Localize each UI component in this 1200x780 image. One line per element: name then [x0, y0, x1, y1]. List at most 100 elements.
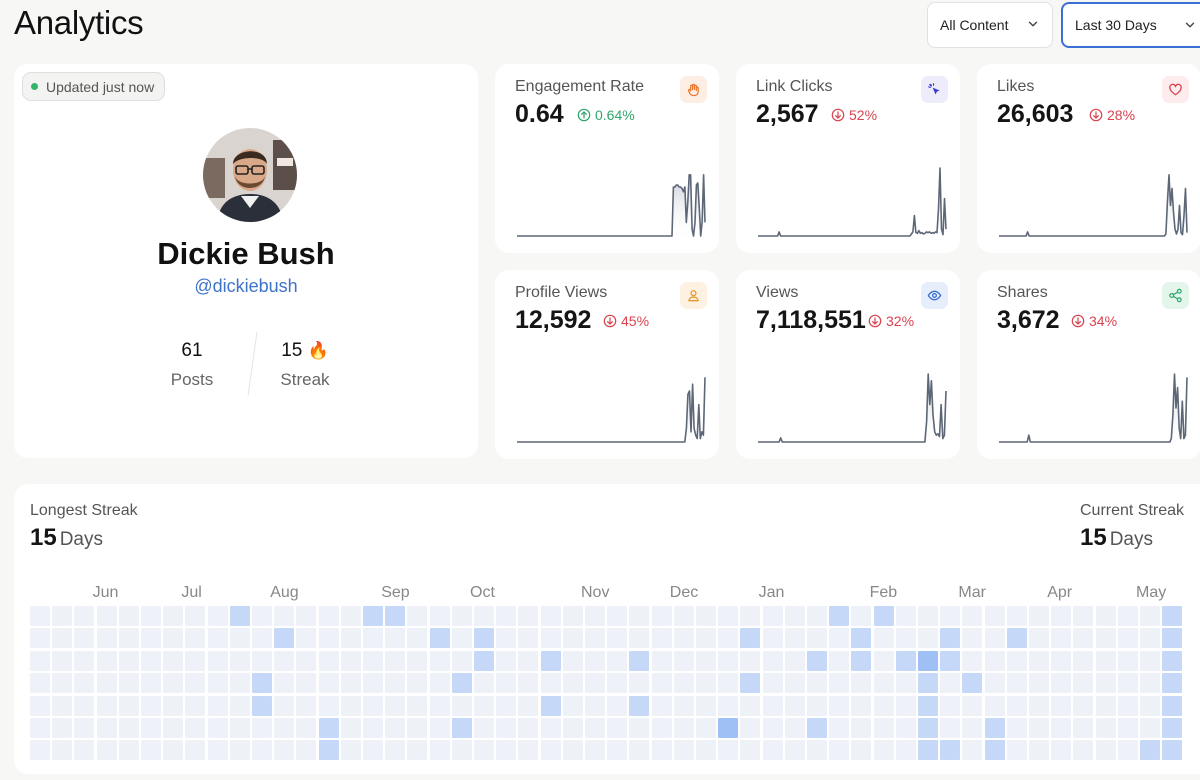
- heatmap-cell[interactable]: [585, 673, 605, 694]
- heatmap-cell[interactable]: [940, 673, 961, 694]
- heatmap-cell[interactable]: [429, 628, 450, 649]
- heatmap-cell[interactable]: [585, 650, 605, 671]
- heatmap-cell[interactable]: [74, 695, 95, 716]
- heatmap-cell[interactable]: [895, 718, 916, 738]
- heatmap-cell[interactable]: [607, 718, 628, 738]
- heatmap-cell[interactable]: [540, 606, 561, 626]
- heatmap-cell[interactable]: [585, 628, 605, 649]
- heatmap-cell[interactable]: [629, 673, 650, 694]
- heatmap-cell[interactable]: [451, 606, 472, 626]
- heatmap-cell[interactable]: [718, 695, 739, 716]
- heatmap-cell[interactable]: [762, 718, 783, 738]
- heatmap-cell[interactable]: [718, 606, 739, 626]
- heatmap-cell[interactable]: [829, 718, 850, 738]
- heatmap-cell[interactable]: [1140, 628, 1160, 649]
- heatmap-cell[interactable]: [962, 718, 983, 738]
- heatmap-cell[interactable]: [518, 628, 539, 649]
- heatmap-cell[interactable]: [696, 606, 716, 626]
- heatmap-cell[interactable]: [807, 718, 827, 738]
- heatmap-cell[interactable]: [451, 695, 472, 716]
- heatmap-cell[interactable]: [562, 695, 583, 716]
- heatmap-cell[interactable]: [340, 628, 361, 649]
- heatmap-cell[interactable]: [274, 695, 295, 716]
- heatmap-cell[interactable]: [340, 740, 361, 761]
- heatmap-cell[interactable]: [274, 740, 295, 761]
- heatmap-cell[interactable]: [141, 673, 161, 694]
- heatmap-cell[interactable]: [607, 740, 628, 761]
- heatmap-cell[interactable]: [984, 695, 1005, 716]
- heatmap-cell[interactable]: [518, 718, 539, 738]
- heatmap-cell[interactable]: [784, 650, 805, 671]
- heatmap-cell[interactable]: [274, 673, 295, 694]
- heatmap-cell[interactable]: [1095, 718, 1116, 738]
- heatmap-cell[interactable]: [340, 606, 361, 626]
- metric-card-shares[interactable]: Shares 3,672 34%: [977, 270, 1200, 459]
- content-filter-dropdown[interactable]: All Content: [927, 2, 1053, 48]
- heatmap-cell[interactable]: [585, 718, 605, 738]
- heatmap-cell[interactable]: [185, 628, 206, 649]
- heatmap-cell[interactable]: [474, 673, 494, 694]
- heatmap-cell[interactable]: [740, 718, 761, 738]
- heatmap-cell[interactable]: [407, 718, 428, 738]
- heatmap-cell[interactable]: [918, 718, 938, 738]
- heatmap-cell[interactable]: [1117, 695, 1138, 716]
- heatmap-cell[interactable]: [851, 606, 872, 626]
- heatmap-cell[interactable]: [52, 718, 73, 738]
- heatmap-cell[interactable]: [318, 740, 339, 761]
- heatmap-cell[interactable]: [607, 606, 628, 626]
- heatmap-cell[interactable]: [784, 718, 805, 738]
- heatmap-cell[interactable]: [496, 628, 517, 649]
- heatmap-cell[interactable]: [873, 628, 894, 649]
- heatmap-cell[interactable]: [474, 740, 494, 761]
- heatmap-cell[interactable]: [784, 673, 805, 694]
- heatmap-cell[interactable]: [962, 673, 983, 694]
- heatmap-cell[interactable]: [829, 628, 850, 649]
- heatmap-cell[interactable]: [207, 650, 228, 671]
- heatmap-cell[interactable]: [673, 650, 694, 671]
- heatmap-cell[interactable]: [629, 628, 650, 649]
- heatmap-cell[interactable]: [185, 606, 206, 626]
- heatmap-cell[interactable]: [30, 650, 50, 671]
- heatmap-cell[interactable]: [1140, 718, 1160, 738]
- heatmap-cell[interactable]: [363, 628, 383, 649]
- heatmap-cell[interactable]: [1095, 673, 1116, 694]
- heatmap-cell[interactable]: [1095, 695, 1116, 716]
- heatmap-cell[interactable]: [829, 673, 850, 694]
- metric-card-engagement-rate[interactable]: Engagement Rate 0.64 0.64%: [495, 64, 719, 253]
- metric-card-views[interactable]: Views 7,118,551 32%: [736, 270, 960, 459]
- heatmap-cell[interactable]: [718, 673, 739, 694]
- heatmap-cell[interactable]: [229, 718, 250, 738]
- heatmap-cell[interactable]: [518, 606, 539, 626]
- heatmap-cell[interactable]: [607, 650, 628, 671]
- heatmap-cell[interactable]: [385, 606, 406, 626]
- heatmap-cell[interactable]: [1051, 606, 1072, 626]
- heatmap-cell[interactable]: [1051, 650, 1072, 671]
- heatmap-cell[interactable]: [1117, 740, 1138, 761]
- heatmap-cell[interactable]: [1006, 628, 1027, 649]
- heatmap-cell[interactable]: [252, 718, 272, 738]
- heatmap-cell[interactable]: [629, 606, 650, 626]
- heatmap-cell[interactable]: [1117, 650, 1138, 671]
- heatmap-cell[interactable]: [207, 695, 228, 716]
- heatmap-cell[interactable]: [363, 673, 383, 694]
- heatmap-cell[interactable]: [1029, 606, 1049, 626]
- heatmap-cell[interactable]: [141, 628, 161, 649]
- heatmap-cell[interactable]: [940, 650, 961, 671]
- heatmap-cell[interactable]: [185, 718, 206, 738]
- heatmap-cell[interactable]: [318, 650, 339, 671]
- heatmap-cell[interactable]: [607, 695, 628, 716]
- heatmap-cell[interactable]: [252, 740, 272, 761]
- heatmap-cell[interactable]: [1006, 650, 1027, 671]
- heatmap-cell[interactable]: [118, 673, 139, 694]
- heatmap-cell[interactable]: [340, 718, 361, 738]
- heatmap-cell[interactable]: [607, 673, 628, 694]
- heatmap-cell[interactable]: [940, 606, 961, 626]
- heatmap-cell[interactable]: [851, 695, 872, 716]
- heatmap-cell[interactable]: [873, 740, 894, 761]
- heatmap-cell[interactable]: [784, 740, 805, 761]
- heatmap-cell[interactable]: [74, 718, 95, 738]
- heatmap-cell[interactable]: [718, 740, 739, 761]
- heatmap-cell[interactable]: [496, 718, 517, 738]
- heatmap-cell[interactable]: [629, 695, 650, 716]
- heatmap-cell[interactable]: [585, 740, 605, 761]
